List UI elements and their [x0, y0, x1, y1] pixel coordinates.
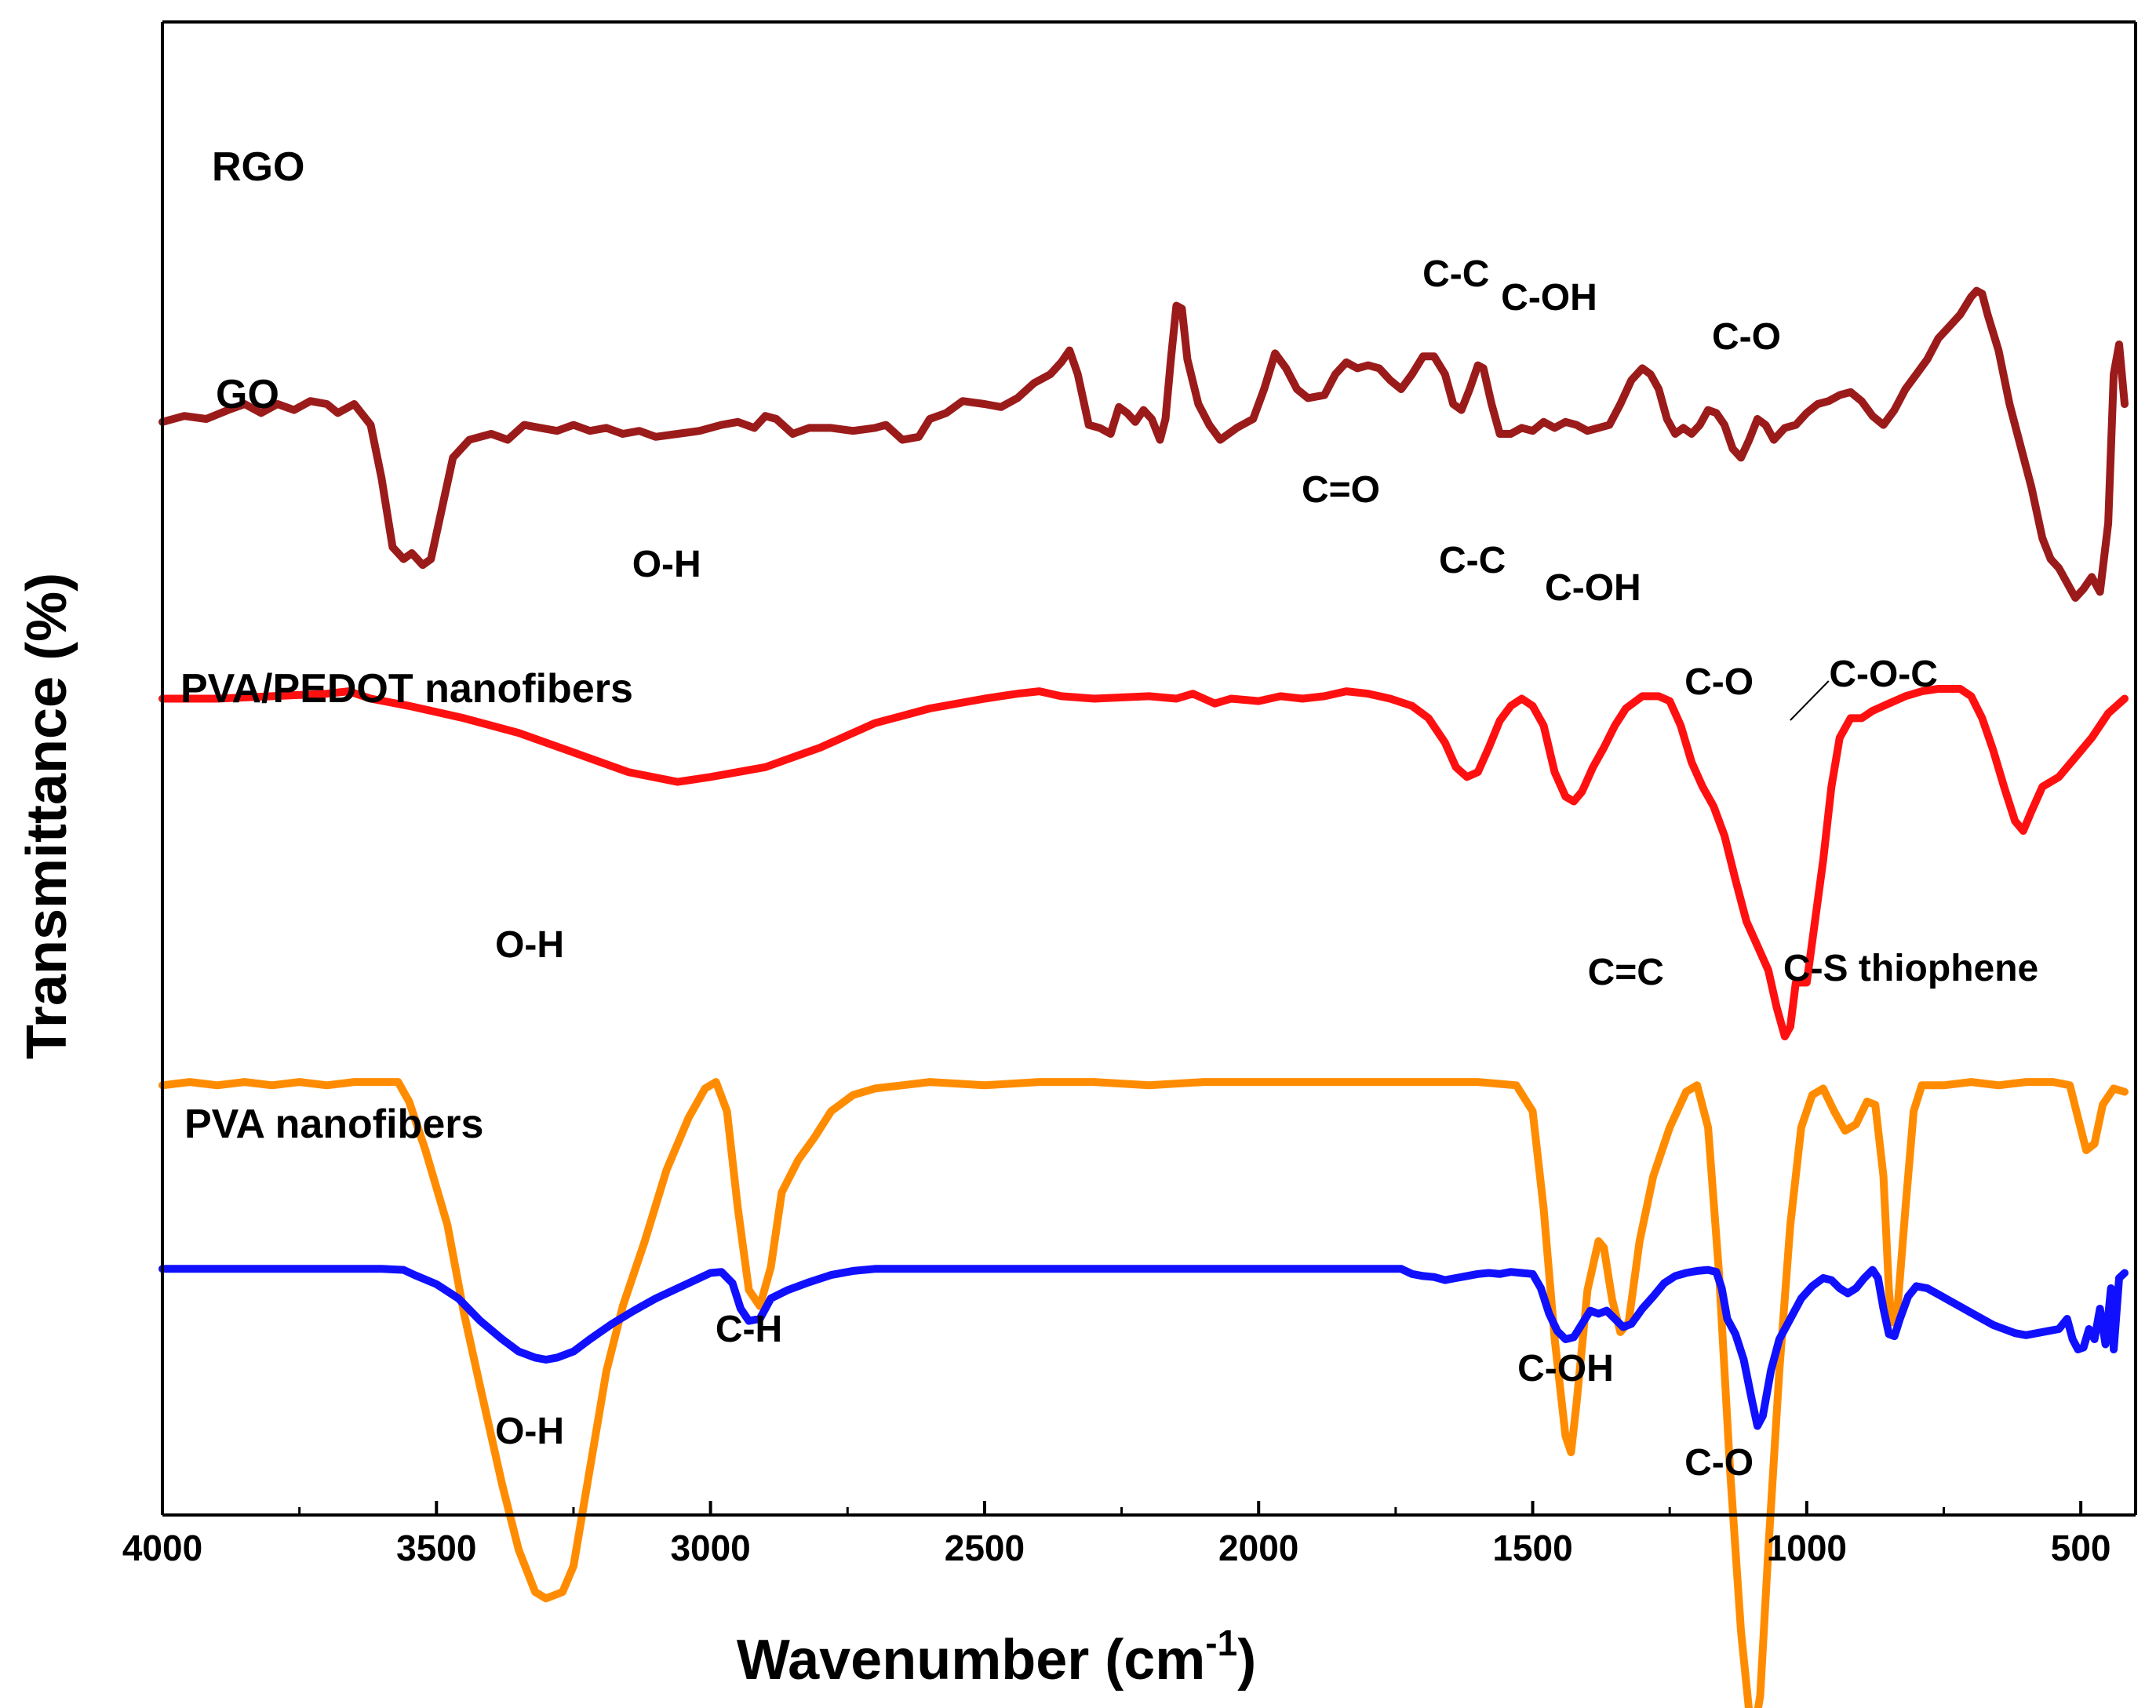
- series-label-rgo: RGO: [212, 144, 304, 190]
- series-line-pva-pedot-nanofibers: [158, 1078, 2129, 1708]
- x-tick-label-1000: 1000: [1767, 1528, 1847, 1568]
- annotation-rgo-c-o: C-O: [1712, 316, 1781, 358]
- y-axis-title: Transmittance (%): [16, 573, 78, 1059]
- series-label-go: GO: [216, 372, 279, 417]
- series-line-pva-nanofibers: [158, 1265, 2129, 1430]
- series-label-pva-pedot-nanofibers: PVA/PEDOT nanofibers: [180, 666, 633, 712]
- annotation-go-c-oh: C-OH: [1545, 567, 1641, 609]
- text-layer: RGO GO PVA/PEDOT nanofibers PVA nanofibers C…: [180, 144, 2038, 1484]
- x-tick-label-1500: 1500: [1492, 1528, 1572, 1568]
- series-label-pva-nanofibers: PVA nanofibers: [184, 1102, 483, 1147]
- annotation-go-c-o: C=O: [1302, 469, 1380, 511]
- x-tick-label-4000: 4000: [122, 1528, 202, 1568]
- x-tick-label-500: 500: [2051, 1528, 2111, 1568]
- annotation-go-c-o: C-O: [1684, 661, 1754, 703]
- annotation-pva-pedot-nanofibers-c-c: C=C: [1588, 952, 1664, 993]
- annotation-pva-pedot-nanofibers-c-s-thiophene: C-S thiophene: [1783, 948, 2038, 989]
- axes-layer: 4000 3500 3000 2500 2000 1500 1000 500: [122, 20, 2137, 1568]
- annotation-pva-pedot-nanofibers-o-h: O-H: [495, 924, 564, 966]
- series-layer: [158, 286, 2129, 1708]
- series-line-go: [158, 685, 2129, 1040]
- annotation-go-o-h: O-H: [632, 544, 701, 585]
- annotation-pva-nanofibers-o-h: O-H: [495, 1411, 564, 1452]
- x-axis-title-sup: -1: [1205, 1622, 1237, 1663]
- annotation-pva-nanofibers-c-o: C-O: [1684, 1442, 1754, 1484]
- annotation-go-c-c: C-C: [1439, 540, 1506, 581]
- series-line-rgo: [158, 286, 2129, 602]
- annotation-go-c-o-c: C-O-C: [1829, 654, 1938, 695]
- annotation-pva-nanofibers-c-oh: C-OH: [1517, 1348, 1614, 1389]
- x-tick-label-2000: 2000: [1218, 1528, 1298, 1568]
- annotation-pva-nanofibers-c-h: C-H: [716, 1309, 782, 1350]
- x-axis-title: Wavenumber (cm-1): [737, 1622, 1256, 1692]
- x-axis-title-close: ): [1237, 1629, 1256, 1692]
- x-tick-label-3000: 3000: [670, 1528, 750, 1568]
- x-tick-label-2500: 2500: [945, 1528, 1025, 1568]
- annotation-rgo-c-c: C-C: [1422, 253, 1489, 295]
- x-axis-title-main: Wavenumber (cm: [737, 1629, 1205, 1692]
- c-o-c-leader-line: [1790, 680, 1830, 721]
- annotation-rgo-c-oh: C-OH: [1501, 277, 1597, 319]
- x-tick-label-3500: 3500: [396, 1528, 476, 1568]
